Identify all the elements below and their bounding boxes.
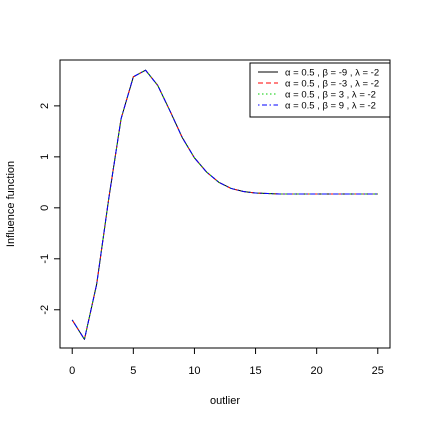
legend-label: α = 0.5 , β = 9 , λ = -2	[285, 100, 376, 111]
series-layer	[71, 69, 378, 340]
y-axis: -2 -1 0 1 2	[39, 103, 61, 315]
legend-label: α = 0.5 , β = -9 , λ = -2	[285, 67, 379, 78]
x-tick-label: 0	[69, 365, 75, 377]
x-tick-label: 15	[249, 365, 261, 377]
x-axis-title: outlier	[210, 395, 240, 407]
y-tick-label: -2	[39, 305, 51, 315]
x-tick-label: 10	[188, 365, 200, 377]
x-tick-label: 5	[130, 365, 136, 377]
legend-label: α = 0.5 , β = 3 , λ = -2	[285, 89, 376, 100]
y-tick-label: 1	[39, 154, 51, 160]
x-axis: 0 5 10 15 20 25	[69, 347, 384, 377]
x-tick-label: 20	[311, 365, 323, 377]
legend: α = 0.5 , β = -9 , λ = -2α = 0.5 , β = -…	[249, 62, 391, 118]
x-tick-label: 25	[372, 365, 384, 377]
y-tick-label: -1	[39, 254, 51, 264]
series-line-4	[71, 69, 378, 340]
y-tick-label: 0	[39, 205, 51, 211]
legend-label: α = 0.5 , β = -3 , λ = -2	[285, 78, 379, 89]
y-tick-label: 2	[39, 103, 51, 109]
y-axis-title: Influence function	[5, 161, 17, 247]
